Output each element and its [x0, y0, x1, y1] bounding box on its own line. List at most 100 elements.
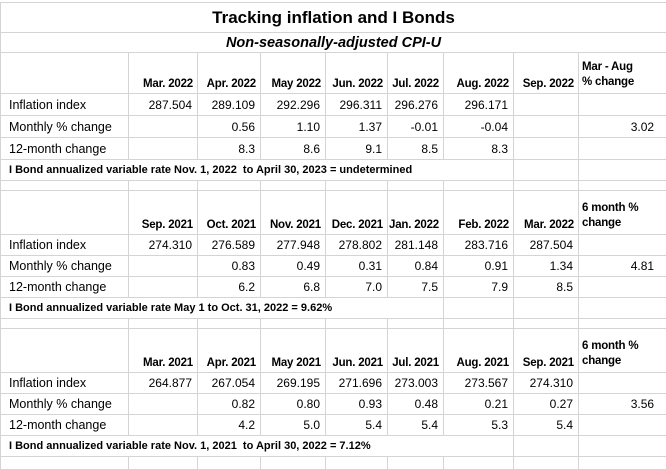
value-cell: 0.31 [326, 256, 388, 277]
empty-cell [1, 319, 129, 329]
value-cell [514, 94, 579, 116]
empty-cell [198, 457, 261, 470]
ibond-rate-note: I Bond annualized variable rate May 1 to… [1, 298, 444, 319]
empty-cell [444, 319, 514, 329]
value-cell: 269.195 [261, 373, 326, 394]
value-cell [129, 138, 198, 160]
period-change-header-line1: Mar - Aug [582, 60, 666, 75]
ibond-rate-note: I Bond annualized variable rate Nov. 1, … [1, 160, 514, 181]
month-header-cell: Jun. 2022 [326, 53, 388, 94]
value-cell: 0.93 [326, 394, 388, 415]
value-cell: 274.310 [129, 235, 198, 256]
value-cell [514, 138, 579, 160]
corner-cell [1, 329, 129, 373]
month-header-cell: May 2021 [261, 329, 326, 373]
month-header-cell: Apr. 2022 [198, 53, 261, 94]
table-row: 12-month change 8.3 8.6 9.1 8.5 8.3 [1, 138, 666, 160]
value-cell: 7.5 [388, 277, 444, 298]
corner-cell [1, 191, 129, 235]
row-label-cell: 12-month change [1, 277, 129, 298]
value-cell: 9.1 [326, 138, 388, 160]
empty-cell [579, 298, 666, 319]
row-label-cell: 12-month change [1, 415, 129, 436]
ibond-rate-note: I Bond annualized variable rate Nov. 1, … [1, 436, 514, 457]
table-header-row: Mar. 2021 Apr. 2021 May 2021 Jun. 2021 J… [1, 329, 666, 373]
empty-cell [444, 457, 514, 470]
page-subtitle: Non-seasonally-adjusted CPI-U [1, 33, 666, 53]
period-change-header-cell: 6 month % change [579, 329, 666, 373]
value-cell [129, 256, 198, 277]
empty-cell [388, 319, 444, 329]
period-change-header-line2: % change [582, 75, 666, 90]
spacer-row [1, 457, 666, 470]
value-cell: 1.37 [326, 116, 388, 138]
empty-cell [514, 160, 579, 181]
page-title: Tracking inflation and I Bonds [1, 3, 666, 33]
month-header-cell: Sep. 2021 [514, 329, 579, 373]
table-row: Monthly % change 0.82 0.80 0.93 0.48 0.2… [1, 394, 666, 415]
corner-cell [1, 53, 129, 94]
value-cell [579, 138, 666, 160]
empty-cell [198, 319, 261, 329]
value-cell: 0.91 [444, 256, 514, 277]
value-cell: 267.054 [198, 373, 261, 394]
empty-cell [129, 319, 198, 329]
value-cell: 6.2 [198, 277, 261, 298]
month-header-cell: May 2022 [261, 53, 326, 94]
value-cell: 292.296 [261, 94, 326, 116]
ibond-note-row: I Bond annualized variable rate Nov. 1, … [1, 436, 666, 457]
month-header-cell: Sep. 2022 [514, 53, 579, 94]
value-cell: 0.56 [198, 116, 261, 138]
empty-cell [579, 160, 666, 181]
spacer-row [1, 181, 666, 191]
month-header-cell: Jul. 2022 [388, 53, 444, 94]
month-header-cell: Jan. 2022 [388, 191, 444, 235]
value-cell: 5.3 [444, 415, 514, 436]
empty-cell [198, 181, 261, 191]
value-cell: 5.4 [388, 415, 444, 436]
value-cell: 277.948 [261, 235, 326, 256]
value-cell: 289.109 [198, 94, 261, 116]
empty-cell [514, 436, 579, 457]
ibond-note-row: I Bond annualized variable rate Nov. 1, … [1, 160, 666, 181]
table-sep-2021-mar-2022: Sep. 2021 Oct. 2021 Nov. 2021 Dec. 2021 … [1, 191, 666, 319]
value-cell: 8.3 [444, 138, 514, 160]
value-cell: 4.81 [579, 256, 666, 277]
value-cell: 8.5 [514, 277, 579, 298]
empty-cell [388, 457, 444, 470]
sheet-head: Tracking inflation and I Bonds Non-seaso… [1, 3, 666, 53]
value-cell: 283.716 [444, 235, 514, 256]
empty-cell [261, 319, 326, 329]
period-change-header-line2: change [582, 216, 666, 231]
value-cell: 296.276 [388, 94, 444, 116]
value-cell [579, 94, 666, 116]
value-cell: 8.6 [261, 138, 326, 160]
row-label-cell: Inflation index [1, 94, 129, 116]
empty-cell [326, 181, 388, 191]
value-cell [129, 116, 198, 138]
empty-cell [579, 319, 666, 329]
row-label-cell: Monthly % change [1, 116, 129, 138]
value-cell: 8.5 [388, 138, 444, 160]
table-header-row: Sep. 2021 Oct. 2021 Nov. 2021 Dec. 2021 … [1, 191, 666, 235]
month-header-cell: Jul. 2021 [388, 329, 444, 373]
table-row: Monthly % change 0.83 0.49 0.31 0.84 0.9… [1, 256, 666, 277]
value-cell: 5.0 [261, 415, 326, 436]
empty-cell [514, 181, 579, 191]
empty-cell [261, 181, 326, 191]
value-cell: 271.696 [326, 373, 388, 394]
empty-cell [261, 457, 326, 470]
table-row: 12-month change 6.2 6.8 7.0 7.5 7.9 8.5 [1, 277, 666, 298]
value-cell: 273.003 [388, 373, 444, 394]
month-header-cell: Mar. 2022 [514, 191, 579, 235]
value-cell [129, 415, 198, 436]
empty-cell [444, 181, 514, 191]
value-cell: 0.21 [444, 394, 514, 415]
empty-cell [1, 457, 129, 470]
empty-cell [1, 181, 129, 191]
month-header-cell: Sep. 2021 [129, 191, 198, 235]
row-label-cell: Inflation index [1, 235, 129, 256]
row-label-cell: 12-month change [1, 138, 129, 160]
empty-cell [579, 181, 666, 191]
table-gap [1, 319, 666, 329]
